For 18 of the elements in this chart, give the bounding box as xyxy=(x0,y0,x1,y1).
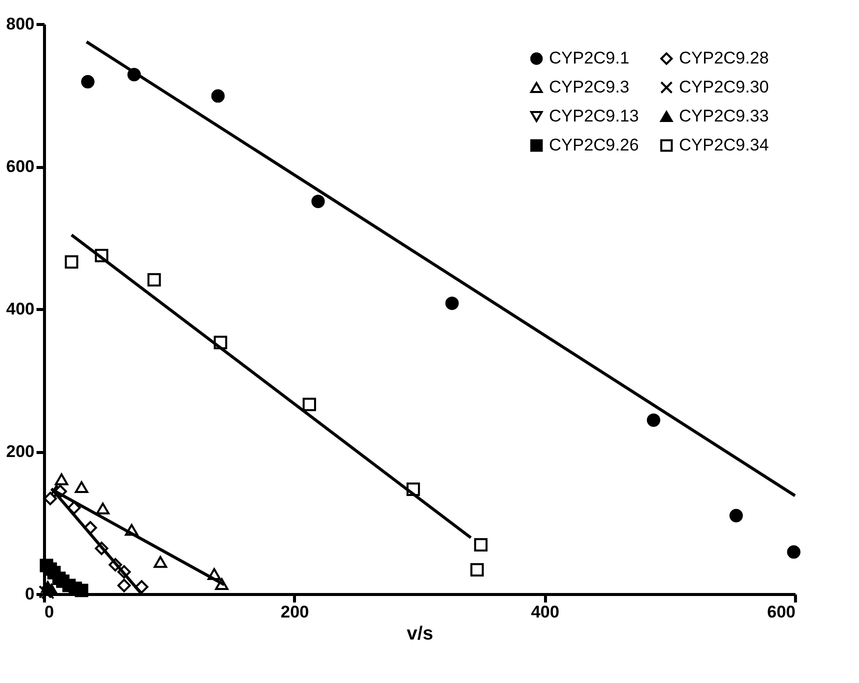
x-tick-label: 600 xyxy=(767,602,796,622)
y-tick-label: 800 xyxy=(6,14,34,34)
x-axis-title: v/s xyxy=(406,624,434,644)
legend-label: CYP2C9.34 xyxy=(679,136,769,154)
x-tick-label: 0 xyxy=(44,602,54,622)
legend-label: CYP2C9.13 xyxy=(549,106,639,126)
legend-label: CYP2C9.33 xyxy=(679,106,769,126)
legend-label: CYP2C9.30 xyxy=(679,78,769,96)
y-tick-label: 0 xyxy=(25,584,34,604)
x-tick-label: 200 xyxy=(280,602,310,622)
y-tick-label: 200 xyxy=(6,442,34,461)
y-tick-label: 400 xyxy=(6,300,34,318)
legend-label: CYP2C9.3 xyxy=(549,78,630,96)
legend-label: CYP2C9.1 xyxy=(549,48,630,68)
legend-label: CYP2C9.26 xyxy=(549,136,639,154)
x-tick-label: 400 xyxy=(530,602,560,622)
legend-label: CYP2C9.28 xyxy=(679,48,769,68)
y-tick-label: 600 xyxy=(6,157,34,176)
